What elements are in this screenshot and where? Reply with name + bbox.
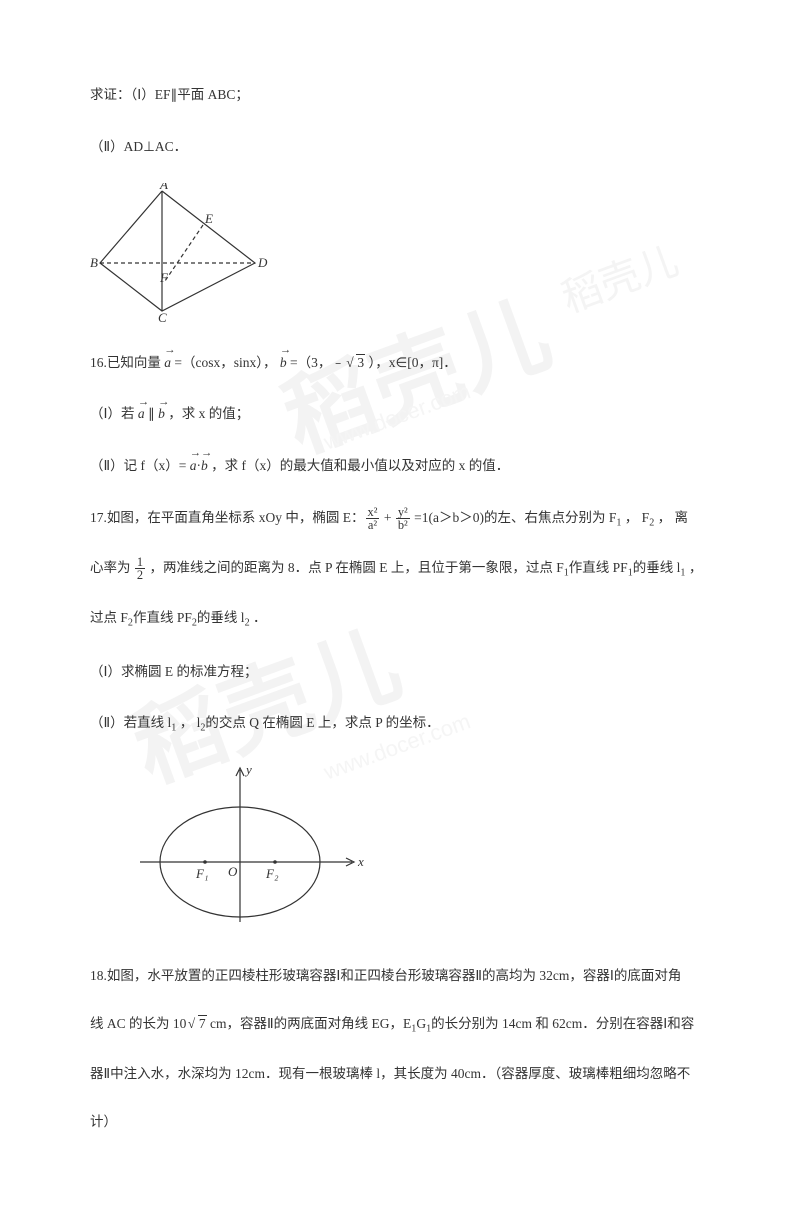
question-18-line2: 线 AC 的长为 10 7 cm，容器Ⅱ的两底面对角线 EG，E1G1的长分别为… (90, 1009, 704, 1041)
text: ， (685, 560, 702, 575)
text: ， 离 (654, 510, 688, 525)
question-17-line2: 心率为 12 ，两准线之间的距离为 8．点 P 在椭圆 E 上，且位于第一象限，… (90, 553, 704, 585)
focus-f1-label: F₁ (195, 866, 208, 881)
text: 的垂线 l (633, 560, 681, 575)
axis-label-y: y (244, 762, 252, 777)
proof-statement-2: （Ⅱ）AD⊥AC． (90, 132, 704, 162)
fraction-half: 12 (135, 556, 145, 582)
text: 的垂线 l (197, 610, 245, 625)
fraction-y2b2: y²b² (396, 506, 410, 532)
text: =（3，﹣ (287, 355, 349, 370)
question-18-line3: 器Ⅱ中注入水，水深均为 12cm．现有一根玻璃棒 l，其长度为 40cm．（容器… (90, 1059, 704, 1089)
text: G (416, 1016, 426, 1031)
text: （Ⅰ）若 (90, 406, 138, 421)
vertex-label-f: F (159, 270, 169, 285)
sqrt-7: 7 (190, 1009, 207, 1039)
vector-a: a (138, 399, 145, 429)
text: 17.如图，在平面直角坐标系 xOy 中，椭圆 E： (90, 510, 365, 525)
vector-b: b (280, 348, 287, 378)
vector-b: b (158, 399, 165, 429)
text: =1(a＞b＞0)的左、右焦点分别为 F (411, 510, 617, 525)
text: ，两准线之间的距离为 8．点 P 在椭圆 E 上，且位于第一象限，过点 F (146, 560, 564, 575)
vector-a: a (164, 348, 171, 378)
vertex-label-d: D (257, 255, 268, 270)
document-body: 求证：（Ⅰ）EF∥平面 ABC； （Ⅱ）AD⊥AC． A B C D E F (90, 80, 704, 1136)
text: ），x∈[0，π]． (365, 355, 457, 370)
fraction-x2a2: x²a² (366, 506, 380, 532)
ellipse-figure: y x O F₁ F₂ (90, 762, 704, 943)
focus-f2-label: F₂ (265, 866, 279, 881)
text: ． (250, 610, 267, 625)
text: 作直线 PF (569, 560, 628, 575)
question-17-part-2: （Ⅱ）若直线 l1 ， l2的交点 Q 在椭圆 E 上，求点 P 的坐标． (90, 708, 704, 740)
text: ，求 f（x）的最大值和最小值以及对应的 x 的值． (208, 458, 510, 473)
text: 过点 F (90, 610, 128, 625)
text: =（cosx，sinx）， (171, 355, 277, 370)
vertex-label-c: C (158, 310, 167, 323)
question-18-line1: 18.如图，水平放置的正四棱柱形玻璃容器Ⅰ和正四棱台形玻璃容器Ⅱ的高均为 32c… (90, 961, 704, 991)
question-16: 16.已知向量 a =（cosx，sinx）， b =（3，﹣ 3 ），x∈[0… (90, 348, 704, 378)
vertex-label-a: A (159, 183, 168, 192)
vector-b: b (201, 451, 208, 481)
question-17-line3: 过点 F2作直线 PF2的垂线 l2 ． (90, 603, 704, 635)
text: ， F (621, 510, 649, 525)
text: 线 AC 的长为 10 (90, 1016, 190, 1031)
text: ∥ (145, 406, 159, 421)
question-17-line1: 17.如图，在平面直角坐标系 xOy 中，椭圆 E：x²a² + y²b² =1… (90, 503, 704, 535)
vector-a: a (190, 451, 197, 481)
proof-statement-1: 求证：（Ⅰ）EF∥平面 ABC； (90, 80, 704, 110)
question-18-line4: 计） (90, 1107, 704, 1137)
tetrahedron-svg: A B C D E F (90, 183, 275, 323)
text: 16.已知向量 (90, 355, 164, 370)
question-17-part-1: （Ⅰ）求椭圆 E 的标准方程； (90, 657, 704, 687)
text: ，求 x 的值； (165, 406, 249, 421)
text: 的长分别为 14cm 和 62cm．分别在容器Ⅰ和容 (431, 1016, 694, 1031)
text: + (380, 510, 394, 525)
text: ， l (176, 715, 200, 730)
question-16-part-1: （Ⅰ）若 a ∥ b ，求 x 的值； (90, 399, 704, 429)
ellipse-svg: y x O F₁ F₂ (130, 762, 370, 937)
tetrahedron-figure: A B C D E F (90, 183, 704, 329)
text: cm，容器Ⅱ的两底面对角线 EG，E (207, 1016, 412, 1031)
text: 心率为 (90, 560, 134, 575)
axis-label-x: x (357, 854, 364, 869)
sqrt-3: 3 (348, 348, 365, 378)
text: （Ⅱ）若直线 l (90, 715, 171, 730)
text: （Ⅱ）记 f（x）= (90, 458, 190, 473)
question-16-part-2: （Ⅱ）记 f（x）= a·b ，求 f（x）的最大值和最小值以及对应的 x 的值… (90, 451, 704, 481)
text: 的交点 Q 在椭圆 E 上，求点 P 的坐标． (205, 715, 439, 730)
text: 作直线 PF (133, 610, 192, 625)
vertex-label-b: B (90, 255, 98, 270)
vertex-label-e: E (204, 211, 213, 226)
origin-label: O (228, 864, 238, 879)
